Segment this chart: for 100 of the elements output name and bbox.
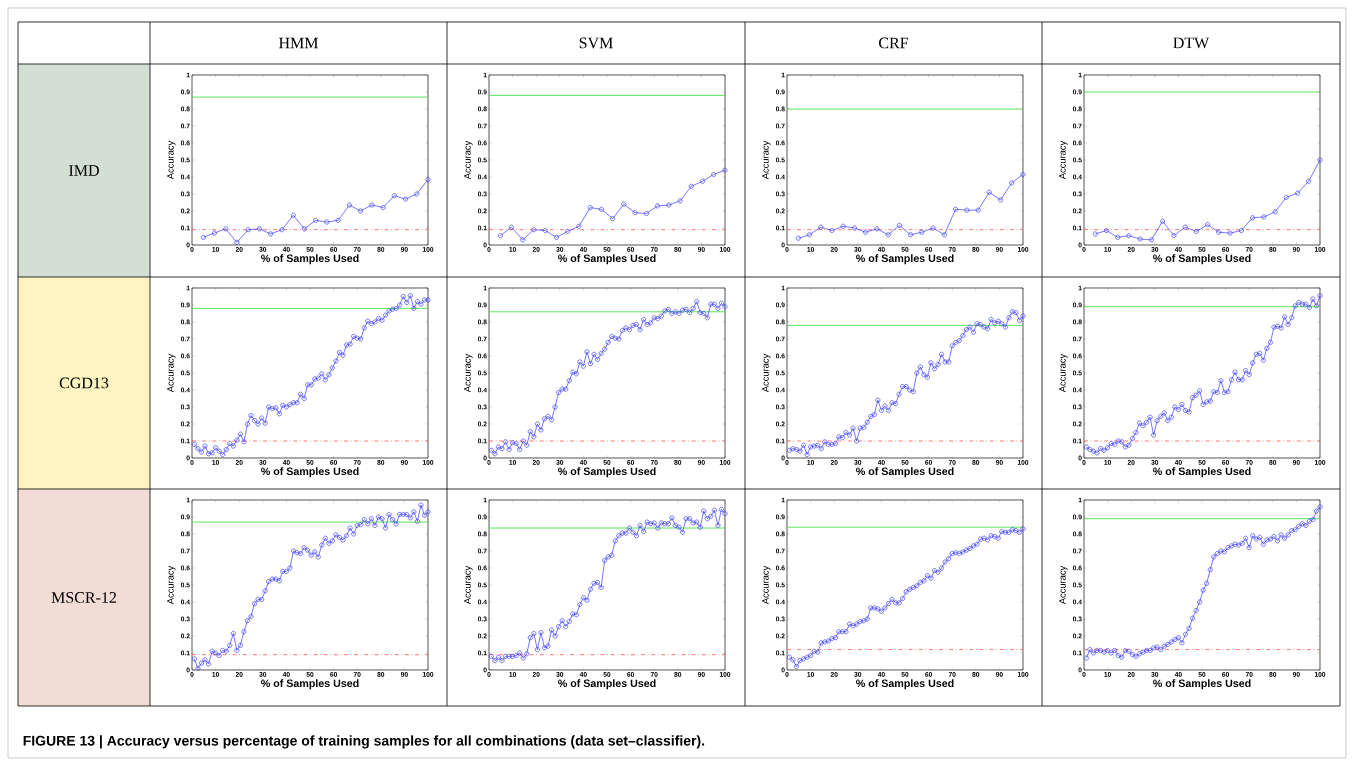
x-axis-title: % of Samples Used <box>558 467 656 478</box>
point <box>1238 228 1244 234</box>
point <box>896 222 902 228</box>
point <box>301 226 307 232</box>
point <box>1250 215 1255 221</box>
x-axis-title: % of Samples Used <box>261 467 359 478</box>
point <box>324 219 330 225</box>
point <box>1126 233 1132 239</box>
point <box>554 234 559 240</box>
point <box>1009 180 1015 186</box>
x-axis-title: % of Samples Used <box>856 254 954 265</box>
point <box>598 206 604 212</box>
y-axis-title: Accuracy <box>762 565 771 605</box>
x-axis-title: % of Samples Used <box>1153 467 1251 478</box>
y-axis-title: Accuracy <box>1059 565 1068 605</box>
x-axis-title: % of Samples Used <box>558 254 656 265</box>
point <box>998 197 1004 203</box>
point <box>711 171 717 177</box>
point <box>806 232 812 238</box>
point <box>1283 194 1289 200</box>
point <box>919 229 925 235</box>
point <box>1115 234 1121 240</box>
point <box>1171 233 1177 239</box>
point <box>335 217 341 223</box>
point <box>666 202 672 208</box>
point <box>313 217 319 223</box>
point <box>953 206 958 212</box>
point <box>941 232 947 238</box>
point <box>908 232 914 238</box>
x-axis-title: % of Samples Used <box>856 467 954 478</box>
point <box>1306 178 1312 184</box>
point <box>520 237 526 243</box>
y-axis-title: Accuracy <box>464 140 473 180</box>
point <box>1272 209 1278 215</box>
point <box>700 178 706 184</box>
point <box>1193 228 1199 234</box>
point <box>829 228 835 234</box>
point <box>863 229 869 235</box>
point <box>964 207 970 213</box>
caption: FIGURE 13 | Accuracy versus percentage of training samples for all combinations (data set–classifier). <box>23 735 705 749</box>
point <box>1295 190 1301 196</box>
point <box>1160 218 1166 224</box>
y-axis-title: Accuracy <box>167 140 176 180</box>
point <box>1137 236 1143 242</box>
x-axis-title: % of Samples Used <box>1153 254 1251 265</box>
point <box>632 210 638 216</box>
point <box>290 212 296 218</box>
point <box>245 227 251 233</box>
point <box>531 227 537 233</box>
text: MSCR-12 <box>51 592 117 603</box>
point <box>565 228 571 234</box>
point <box>1205 222 1211 228</box>
point <box>1103 228 1109 234</box>
point <box>610 216 616 222</box>
point <box>391 193 397 199</box>
point <box>211 230 217 236</box>
point <box>1149 237 1154 243</box>
y-axis-title: Accuracy <box>762 353 771 393</box>
point <box>587 205 593 211</box>
point <box>279 227 285 233</box>
point <box>268 231 274 237</box>
chart-title: SVM <box>579 37 613 49</box>
point <box>414 191 420 197</box>
chart-title: DTW <box>1173 37 1210 49</box>
point <box>508 224 514 230</box>
point <box>986 189 992 195</box>
y-axis-title: Accuracy <box>464 353 473 393</box>
point <box>380 205 386 211</box>
text: IMD <box>69 165 99 176</box>
chart-title: CRF <box>879 37 909 49</box>
point <box>257 226 262 232</box>
point <box>346 202 352 208</box>
x-axis-title: % of Samples Used <box>261 679 359 690</box>
point <box>1261 214 1267 220</box>
point <box>1182 224 1188 230</box>
point <box>542 228 548 234</box>
point <box>403 196 409 202</box>
point <box>1216 229 1222 235</box>
point <box>874 226 880 232</box>
point <box>1227 230 1233 236</box>
y-axis-title: Accuracy <box>167 353 176 393</box>
chart-title: HMM <box>278 37 319 49</box>
x-axis-title: % of Samples Used <box>261 254 359 265</box>
x-axis-title: % of Samples Used <box>558 679 656 690</box>
x-axis-title: % of Samples Used <box>1153 679 1251 690</box>
point <box>852 225 857 231</box>
point <box>223 226 229 232</box>
y-axis-title: Accuracy <box>167 565 176 605</box>
text: CGD13 <box>59 377 109 389</box>
point <box>576 223 582 229</box>
y-axis-title: Accuracy <box>1059 353 1068 393</box>
point <box>818 224 824 230</box>
point <box>677 198 683 204</box>
point <box>621 201 627 207</box>
y-axis-title: Accuracy <box>1059 140 1068 180</box>
point <box>688 183 694 189</box>
point <box>975 207 981 213</box>
point <box>885 232 891 238</box>
point <box>643 211 649 217</box>
point <box>840 223 846 229</box>
